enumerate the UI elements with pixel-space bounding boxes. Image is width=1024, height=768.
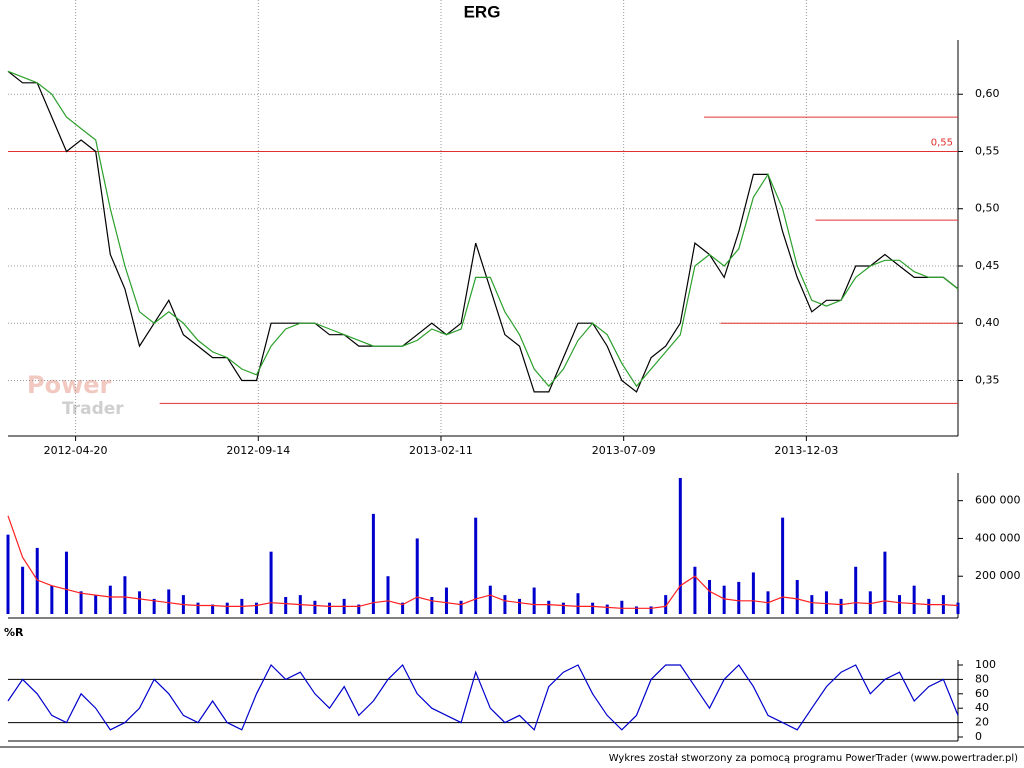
bar <box>664 595 668 614</box>
bar <box>503 595 507 614</box>
watermark: Trader <box>62 399 124 419</box>
bar <box>430 597 434 614</box>
bar <box>795 580 799 614</box>
series-line <box>7 663 959 731</box>
bar <box>854 566 858 614</box>
bar <box>108 585 112 614</box>
bar <box>313 600 317 614</box>
footer: Wykres został stworzony za pomocą progra… <box>609 753 1018 764</box>
series-line <box>7 70 959 388</box>
y-tick-label: 100 <box>975 658 996 671</box>
y-tick-label: 0,60 <box>975 87 1000 100</box>
bar <box>678 478 682 614</box>
bar <box>824 591 828 614</box>
bar <box>547 600 551 614</box>
bar <box>225 602 229 614</box>
bar <box>50 585 54 614</box>
bar <box>649 606 653 614</box>
bar <box>532 587 536 614</box>
bar <box>474 517 478 614</box>
bar <box>620 600 624 614</box>
y-tick-label: 20 <box>975 716 989 729</box>
y-tick-label: 0 <box>975 730 982 743</box>
y-tick-label: 0,55 <box>975 144 1000 157</box>
y-tick-label: 0,50 <box>975 202 1000 215</box>
bar <box>883 551 887 614</box>
bar <box>35 547 39 614</box>
watermark: Power <box>27 371 112 399</box>
x-tick-label: 2013-12-03 <box>774 444 838 457</box>
bar <box>415 538 419 614</box>
x-tick-label: 2012-04-20 <box>44 444 108 457</box>
bar <box>123 576 127 614</box>
y-tick-label: 600 000 <box>975 494 1021 507</box>
bar <box>737 581 741 614</box>
bar <box>444 587 448 614</box>
bar <box>196 602 200 614</box>
bar <box>79 591 83 614</box>
y-tick-label: 40 <box>975 701 989 714</box>
bar <box>167 589 171 614</box>
y-tick-label: 80 <box>975 672 989 685</box>
bar <box>211 604 215 614</box>
bar <box>269 551 273 614</box>
bar <box>722 585 726 614</box>
bar <box>751 572 755 614</box>
y-tick-label: 0,35 <box>975 373 1000 386</box>
bar <box>371 513 375 614</box>
bar <box>488 585 492 614</box>
bar <box>357 604 361 614</box>
bar <box>401 602 405 614</box>
chart-title: ERG <box>464 2 501 21</box>
bar <box>576 593 580 614</box>
x-tick-label: 2012-09-14 <box>226 444 290 457</box>
bar <box>284 597 288 614</box>
panel-title: %R <box>4 626 24 639</box>
bar <box>591 602 595 614</box>
bar <box>254 602 258 614</box>
x-tick-label: 2013-07-09 <box>592 444 656 457</box>
bar <box>64 551 68 614</box>
bar <box>6 534 10 614</box>
bar <box>605 604 609 614</box>
bar <box>386 576 390 614</box>
bar <box>810 595 814 614</box>
series-line <box>7 515 959 609</box>
bar <box>708 580 712 614</box>
bar <box>21 566 25 614</box>
bar <box>781 517 785 614</box>
bar <box>152 598 156 614</box>
y-tick-label: 400 000 <box>975 531 1021 544</box>
y-tick-label: 200 000 <box>975 569 1021 582</box>
y-tick-label: 60 <box>975 687 989 700</box>
bar <box>634 606 638 614</box>
bar <box>693 566 697 614</box>
bar <box>459 600 463 614</box>
y-tick-label: 0,45 <box>975 259 1000 272</box>
bar <box>138 591 142 614</box>
bar <box>518 598 522 614</box>
bar <box>956 602 960 614</box>
bar <box>328 602 332 614</box>
level-label: 0,55 <box>931 137 953 148</box>
bar <box>868 591 872 614</box>
bar <box>912 585 916 614</box>
series-line <box>7 70 959 393</box>
bar <box>839 598 843 614</box>
bar <box>927 598 931 614</box>
bar <box>898 595 902 614</box>
bar <box>561 602 565 614</box>
x-tick-label: 2013-02-11 <box>409 444 473 457</box>
bar <box>94 595 98 614</box>
y-tick-label: 0,40 <box>975 316 1000 329</box>
